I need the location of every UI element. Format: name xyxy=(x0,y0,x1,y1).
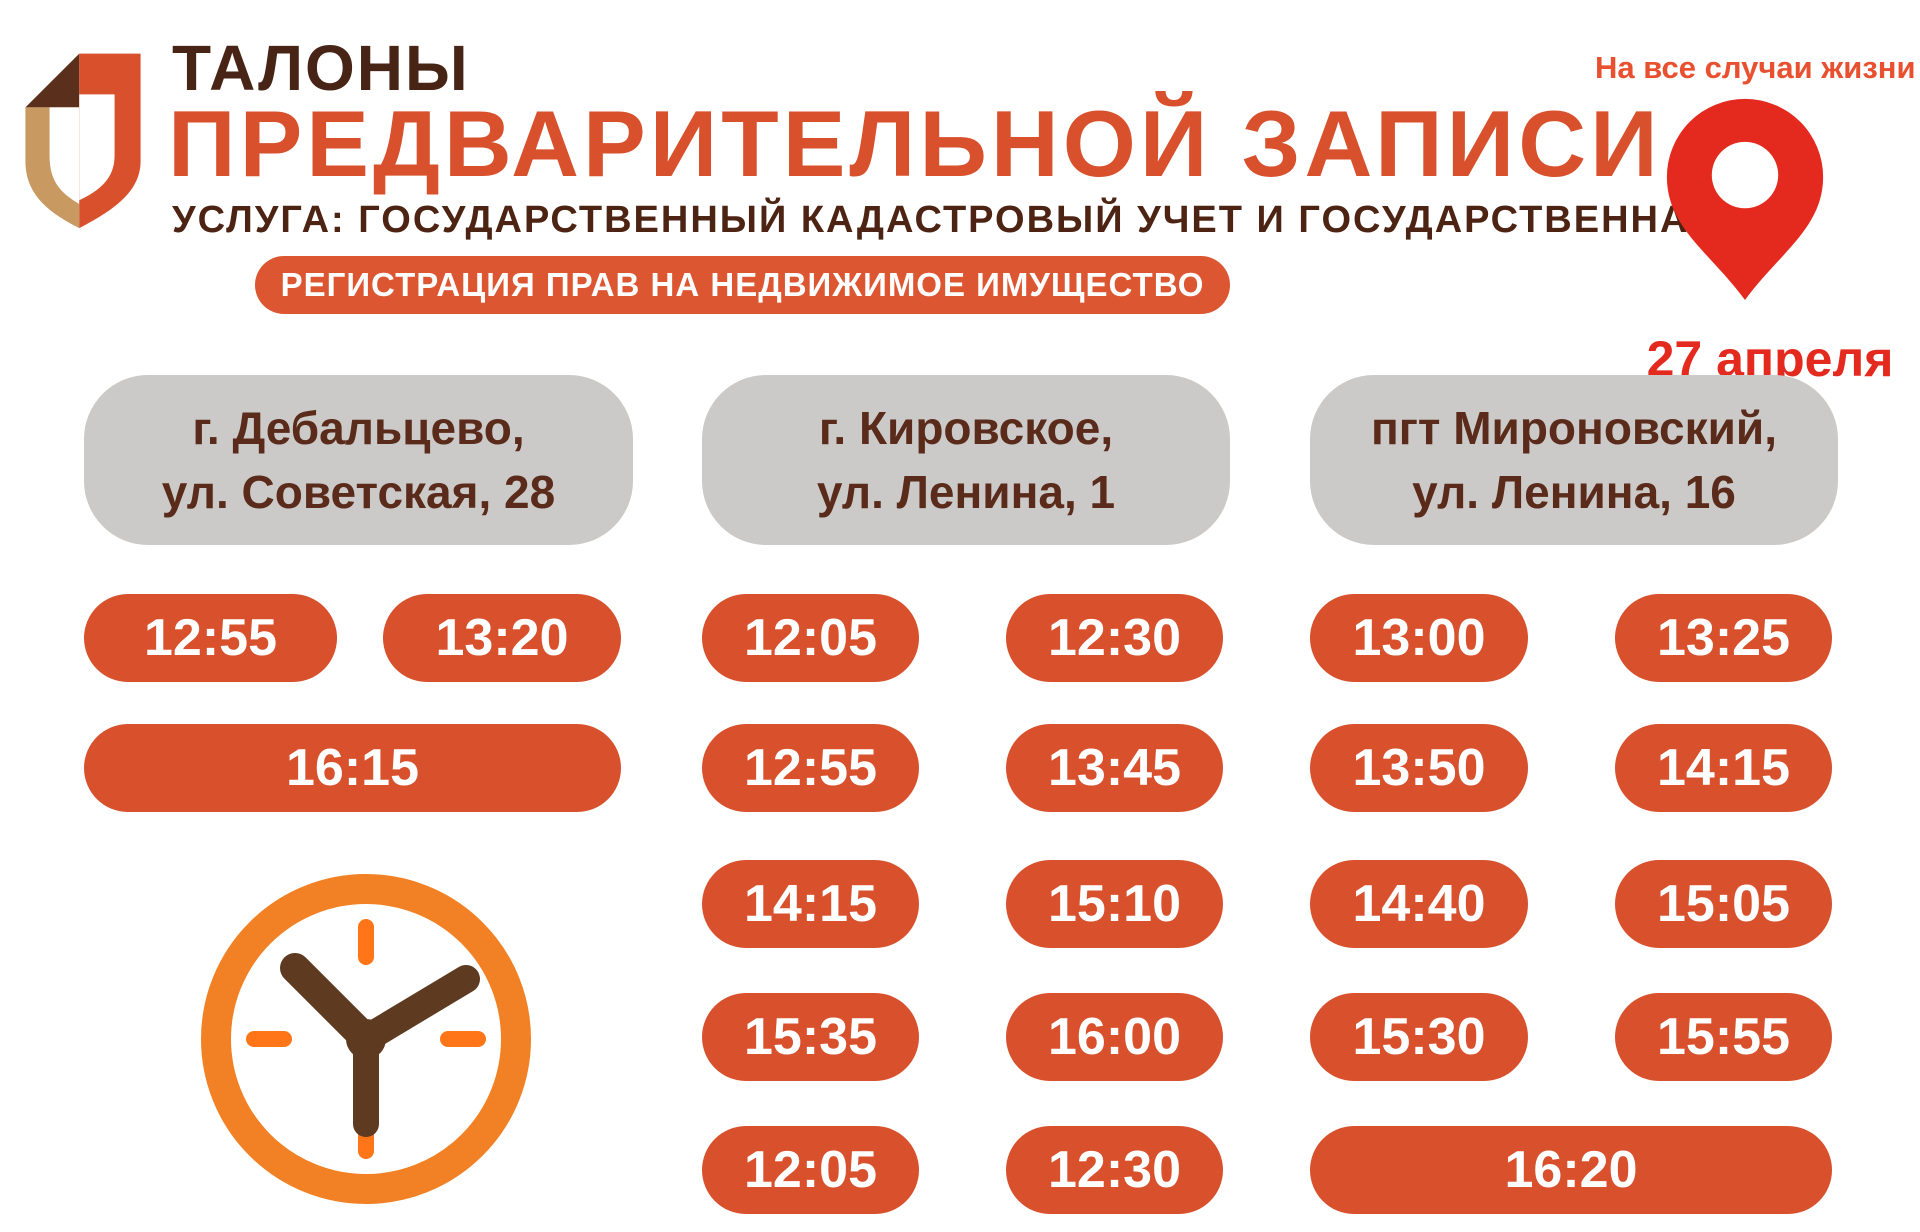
location-line: г. Дебальцево, xyxy=(192,402,525,454)
time-slot: 16:20 xyxy=(1310,1126,1832,1214)
time-slot: 13:25 xyxy=(1615,594,1832,682)
time-slot: 13:50 xyxy=(1310,724,1528,812)
time-slot: 13:00 xyxy=(1310,594,1528,682)
time-slot: 12:30 xyxy=(1006,1126,1223,1214)
tagline: На все случаи жизни xyxy=(1595,50,1916,85)
location-line: г. Кировское, xyxy=(818,402,1114,454)
location-header-mironovsky: пгт Мироновский, ул. Ленина, 16 xyxy=(1310,375,1838,545)
service-line: УСЛУГА: ГОСУДАРСТВЕННЫЙ КАДАСТРОВЫЙ УЧЕТ… xyxy=(172,199,1719,241)
time-slot: 15:35 xyxy=(702,993,919,1081)
time-slot: 12:55 xyxy=(84,594,337,682)
time-slot: 13:20 xyxy=(383,594,621,682)
time-slot: 12:55 xyxy=(702,724,919,812)
location-line: пгт Мироновский, xyxy=(1370,402,1777,454)
location-pin-icon xyxy=(1666,98,1824,301)
time-slot: 12:05 xyxy=(702,1126,919,1214)
time-slot: 15:30 xyxy=(1310,993,1528,1081)
time-slot: 16:00 xyxy=(1006,993,1223,1081)
location-line: ул. Советская, 28 xyxy=(161,466,556,518)
time-slot: 14:40 xyxy=(1310,860,1528,948)
time-slot: 15:10 xyxy=(1006,860,1223,948)
logo-shield-icon xyxy=(25,53,141,229)
time-slot: 16:15 xyxy=(84,724,621,812)
location-header-kirovskoe: г. Кировское, ул. Ленина, 1 xyxy=(702,375,1230,545)
location-header-debaltsevo: г. Дебальцево, ул. Советская, 28 xyxy=(84,375,633,545)
time-slot: 13:45 xyxy=(1006,724,1223,812)
time-slot: 14:15 xyxy=(1615,724,1832,812)
brand-title: ТАЛОНЫ xyxy=(172,32,470,104)
time-slot: 15:05 xyxy=(1615,860,1832,948)
time-slot: 12:30 xyxy=(1006,594,1223,682)
time-slot: 12:05 xyxy=(702,594,919,682)
time-slot: 15:55 xyxy=(1615,993,1832,1081)
time-slot: 14:15 xyxy=(702,860,919,948)
service-pill-label: РЕГИСТРАЦИЯ ПРАВ НА НЕДВИЖИМОЕ ИМУЩЕСТВО xyxy=(280,266,1205,303)
main-title: ПРЕДВАРИТЕЛЬНОЙ ЗАПИСИ xyxy=(168,91,1662,196)
location-line: ул. Ленина, 16 xyxy=(1412,466,1736,518)
clock-icon xyxy=(201,874,531,1204)
location-line: ул. Ленина, 1 xyxy=(816,466,1116,518)
service-pill: РЕГИСТРАЦИЯ ПРАВ НА НЕДВИЖИМОЕ ИМУЩЕСТВО xyxy=(255,256,1230,314)
